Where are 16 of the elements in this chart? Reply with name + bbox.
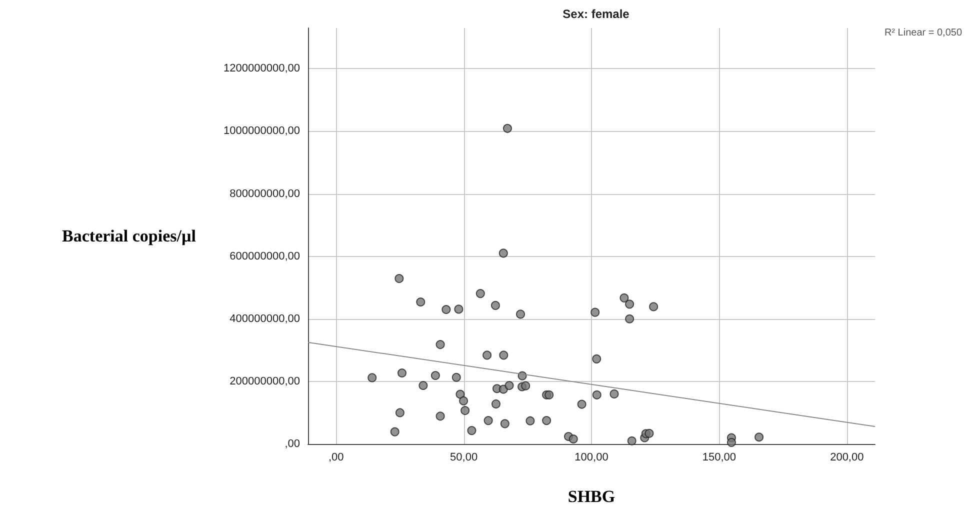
y-tick-label: 200000000,00 bbox=[230, 375, 300, 388]
y-axis-title: Bacterial copies/µl bbox=[62, 226, 196, 246]
x-tick-label: 150,00 bbox=[702, 452, 736, 464]
y-tick-label: 600000000,00 bbox=[230, 250, 300, 262]
x-tick-label: 50,00 bbox=[450, 452, 478, 464]
x-tick-label: ,00 bbox=[328, 452, 344, 464]
x-axis-title: SHBG bbox=[568, 487, 616, 506]
x-tick-label: 100,00 bbox=[574, 452, 608, 464]
y-tick-label: 400000000,00 bbox=[230, 312, 300, 325]
text: R² Linear = 0,050 bbox=[884, 28, 962, 38]
y-tick-label: ,00 bbox=[284, 438, 300, 450]
x-tick-label: 200,00 bbox=[830, 452, 864, 464]
y-tick-label: 1000000000,00 bbox=[224, 125, 300, 138]
y-tick-label: 800000000,00 bbox=[230, 188, 300, 200]
chart-title: Sex: female bbox=[562, 7, 630, 21]
y-tick-label: 1200000000,00 bbox=[224, 62, 300, 75]
